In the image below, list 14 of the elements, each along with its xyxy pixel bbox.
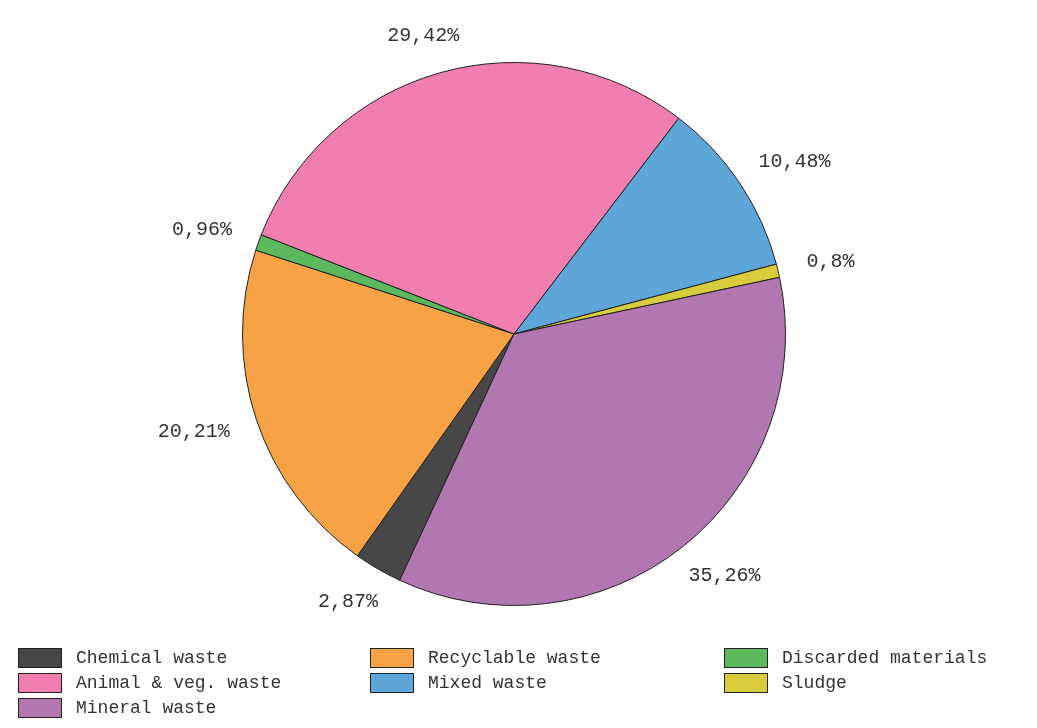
legend-label: Mineral waste: [76, 697, 217, 718]
legend-label: Chemical waste: [76, 647, 228, 668]
legend-label: Discarded materials: [782, 647, 988, 668]
data-label: 29,42%: [387, 24, 461, 48]
data-label: 2,87%: [317, 590, 379, 614]
legend-label: Sludge: [782, 672, 847, 693]
legend-label: Animal & veg. waste: [76, 672, 282, 693]
data-label: 0,96%: [171, 217, 233, 241]
legend-label: Mixed waste: [428, 672, 547, 693]
data-label: 10,48%: [758, 150, 832, 174]
data-label: 35,26%: [688, 564, 762, 588]
legend-label: Recyclable waste: [428, 647, 601, 668]
data-label: 20,21%: [157, 419, 231, 443]
data-label: 0,8%: [806, 250, 856, 274]
